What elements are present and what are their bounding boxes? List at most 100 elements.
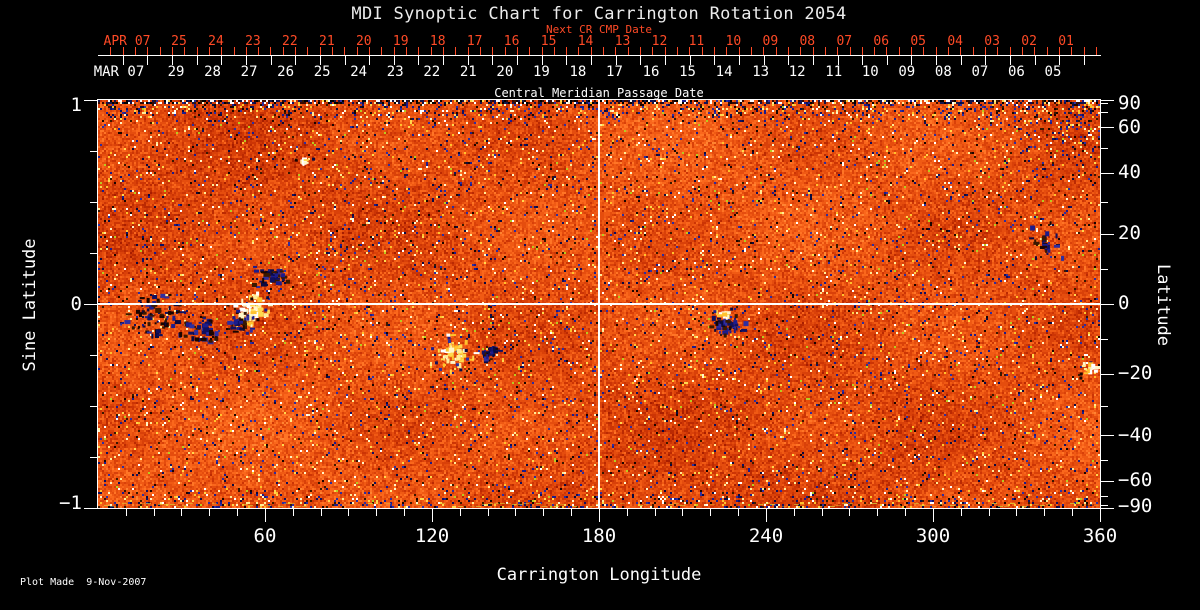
x-axis-minor-tick	[404, 509, 406, 516]
cmp-axis-tick	[689, 56, 691, 65]
x-axis-tick	[1100, 509, 1101, 522]
top-axis-tick	[1009, 47, 1011, 55]
right-axis-tick-label: −60	[1118, 469, 1153, 491]
top-axis-day-label: 07	[836, 34, 853, 49]
top-axis-day-label: 01	[1058, 34, 1074, 49]
x-axis-minor-tick	[626, 509, 628, 516]
right-axis-minor-tick	[1101, 460, 1108, 462]
top-axis-tick	[1034, 47, 1036, 55]
top-axis-tick	[997, 47, 999, 55]
top-axis-day-label: 04	[947, 34, 963, 49]
top-axis-tick	[430, 47, 432, 55]
top-axis-day-label: 08	[799, 34, 816, 49]
x-axis-minor-tick	[793, 509, 795, 516]
top-axis-tick	[763, 47, 765, 55]
left-axis-tick-label: −1	[59, 492, 82, 514]
top-axis-tick	[837, 47, 839, 55]
right-axis-minor-tick	[1101, 504, 1108, 506]
top-axis-tick	[911, 47, 913, 55]
top-axis-day-label: 23	[245, 34, 261, 49]
top-axis-tick	[590, 47, 592, 55]
top-axis-tick	[110, 47, 112, 55]
top-axis-tick	[233, 47, 235, 55]
x-axis-tick-label: 300	[915, 525, 951, 547]
cmp-axis-tick	[122, 56, 124, 65]
x-axis-minor-tick	[209, 509, 211, 516]
right-axis-minor-tick	[1101, 202, 1108, 203]
top-axis-tick	[1095, 47, 1097, 55]
right-axis-tick-label: 90	[1118, 92, 1141, 114]
x-axis-minor-tick	[459, 509, 461, 516]
top-axis-tick	[282, 47, 284, 55]
top-axis-tick	[849, 47, 851, 55]
x-axis-tick	[432, 509, 433, 522]
cmp-axis-line	[98, 55, 1101, 56]
right-axis-tick	[1101, 127, 1114, 129]
top-axis-tick	[492, 47, 494, 55]
top-axis-tick	[750, 47, 752, 55]
cmp-axis-tick	[270, 56, 272, 65]
cmp-axis-tick	[541, 56, 543, 65]
cmp-axis-day-label: 10	[861, 64, 879, 80]
cmp-axis-day-label: 22	[423, 64, 441, 80]
top-axis-tick	[701, 47, 703, 55]
cmp-axis-day-label: 20	[496, 64, 514, 80]
cmp-axis-day-label: 07	[971, 64, 989, 80]
cmp-axis-tick	[344, 56, 346, 65]
cmp-axis-tick	[738, 56, 740, 65]
cmp-axis-day-label: 09	[898, 64, 916, 80]
top-axis-tick	[603, 47, 605, 55]
x-axis-minor-tick	[320, 509, 322, 516]
top-axis-tick	[664, 47, 666, 55]
x-axis-minor-tick	[181, 509, 183, 516]
top-axis-tick	[369, 47, 371, 55]
cmp-axis-tick	[591, 56, 592, 65]
top-axis-day-label: 24	[208, 34, 224, 49]
x-axis-minor-tick	[1044, 509, 1046, 516]
x-axis-minor-tick	[543, 509, 545, 516]
x-axis-minor-tick	[292, 509, 294, 516]
top-axis-day-label: 25	[171, 34, 187, 49]
cmp-axis-tick	[1084, 56, 1085, 65]
left-axis-tick	[84, 508, 98, 509]
left-axis-tick-label: 0	[70, 293, 82, 315]
top-axis-tick	[812, 47, 814, 55]
cmp-axis-day-label: 06	[1007, 64, 1025, 80]
top-axis-day-label: 18	[429, 34, 446, 49]
cmp-axis-tick	[862, 56, 864, 65]
cmp-axis-tick	[640, 56, 642, 65]
x-axis-tick	[933, 509, 934, 522]
x-axis-tick-label: 60	[253, 525, 277, 547]
cmp-axis-tick	[1059, 56, 1061, 65]
top-axis-tick	[270, 47, 272, 55]
top-axis-tick	[295, 47, 297, 55]
top-axis-tick	[566, 47, 568, 55]
top-axis-day-label: 15	[540, 34, 557, 49]
x-axis-minor-tick	[153, 509, 155, 516]
top-axis-tick	[406, 47, 407, 55]
top-axis-tick	[1071, 47, 1073, 55]
cmp-axis-tick	[245, 56, 247, 65]
top-axis-day-label: 05	[910, 34, 927, 49]
x-axis-tick	[265, 509, 266, 522]
right-axis-tick	[1101, 172, 1114, 174]
cmp-axis-day-label: 21	[459, 64, 477, 80]
top-axis-day-label: 03	[984, 34, 1000, 49]
x-axis-minor-tick	[1072, 509, 1074, 516]
top-axis-tick	[541, 47, 543, 55]
magnetogram-image	[98, 100, 1100, 508]
cmp-axis-tick	[393, 56, 395, 65]
right-axis-title: Latitude	[1153, 264, 1173, 346]
cmp-axis-day-label: 16	[642, 64, 660, 80]
top-axis-tick	[258, 47, 260, 55]
chart-title: MDI Synoptic Chart for Carrington Rotati…	[351, 4, 847, 24]
top-axis-tick	[578, 47, 580, 55]
top-axis-tick	[529, 47, 531, 55]
cmp-axis-day-label: 28	[204, 64, 221, 80]
top-axis-tick	[467, 47, 469, 55]
cmp-axis-day-label: 19	[532, 64, 550, 80]
top-axis-tick	[640, 47, 642, 55]
cmp-axis-tick	[319, 56, 321, 65]
cmp-axis-day-label: 24	[350, 64, 368, 80]
x-axis-minor-tick	[125, 509, 127, 516]
